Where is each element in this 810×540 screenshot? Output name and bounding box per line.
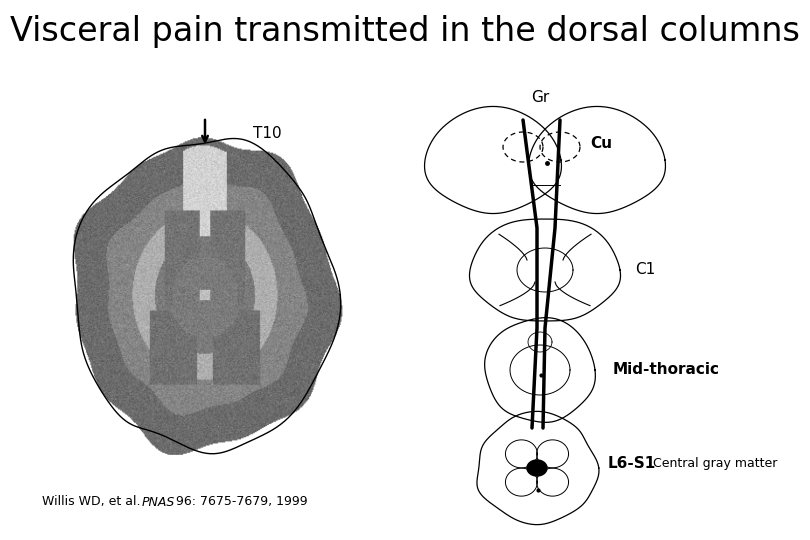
Polygon shape	[527, 460, 547, 476]
Text: Gr: Gr	[531, 90, 549, 105]
Text: Willis WD, et al.: Willis WD, et al.	[42, 496, 144, 509]
Text: 96: 7675-7679, 1999: 96: 7675-7679, 1999	[172, 496, 308, 509]
Text: Visceral pain transmitted in the dorsal columns: Visceral pain transmitted in the dorsal …	[10, 16, 800, 49]
Text: Central gray matter: Central gray matter	[653, 456, 778, 469]
Text: Mid-thoracic: Mid-thoracic	[613, 362, 720, 377]
Text: L6-S1: L6-S1	[608, 456, 656, 470]
Text: C1: C1	[635, 262, 655, 278]
Text: T10: T10	[253, 125, 282, 140]
Text: Cu: Cu	[590, 136, 612, 151]
Text: PNAS: PNAS	[142, 496, 175, 509]
